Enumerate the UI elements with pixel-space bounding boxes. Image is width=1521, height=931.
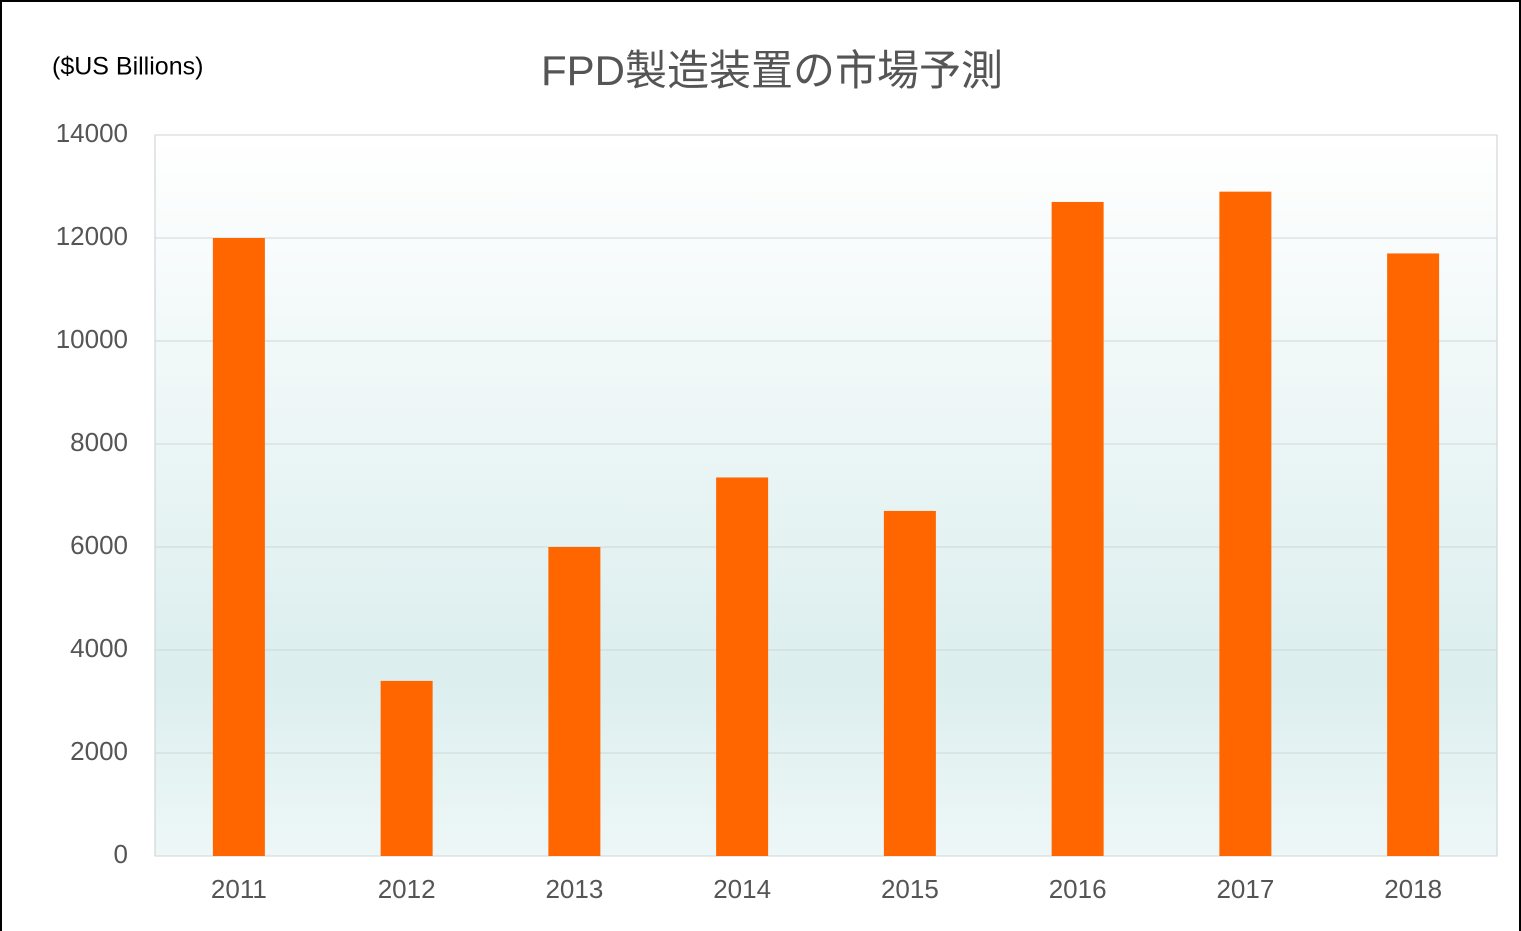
x-tick-label: 2016 (1049, 874, 1107, 904)
bar (1387, 253, 1440, 856)
bar (1219, 191, 1272, 856)
y-tick-label: 12000 (56, 221, 128, 251)
y-tick-label: 14000 (56, 118, 128, 148)
x-tick-label: 2012 (378, 874, 436, 904)
y-tick-label: 2000 (70, 736, 128, 766)
y-tick-label: 8000 (70, 427, 128, 457)
y-tick-label: 4000 (70, 633, 128, 663)
x-tick-label: 2014 (713, 874, 771, 904)
x-tick-label: 2018 (1384, 874, 1442, 904)
y-tick-label: 6000 (70, 530, 128, 560)
x-tick-label: 2017 (1216, 874, 1274, 904)
bar (1051, 201, 1104, 856)
x-tick-label: 2013 (545, 874, 603, 904)
y-axis-label: ($US Billions) (52, 53, 203, 81)
bar (716, 477, 769, 856)
bar (883, 510, 936, 856)
y-tick-label: 10000 (56, 324, 128, 354)
plot-area (154, 134, 1498, 857)
bar (212, 238, 265, 856)
chart-title: FPD製造装置の市場予測 (541, 47, 1003, 94)
y-tick-label: 0 (114, 839, 128, 869)
bar (380, 680, 433, 856)
x-tick-label: 2011 (211, 874, 267, 904)
x-tick-label: 2015 (881, 874, 939, 904)
bar (548, 547, 601, 856)
